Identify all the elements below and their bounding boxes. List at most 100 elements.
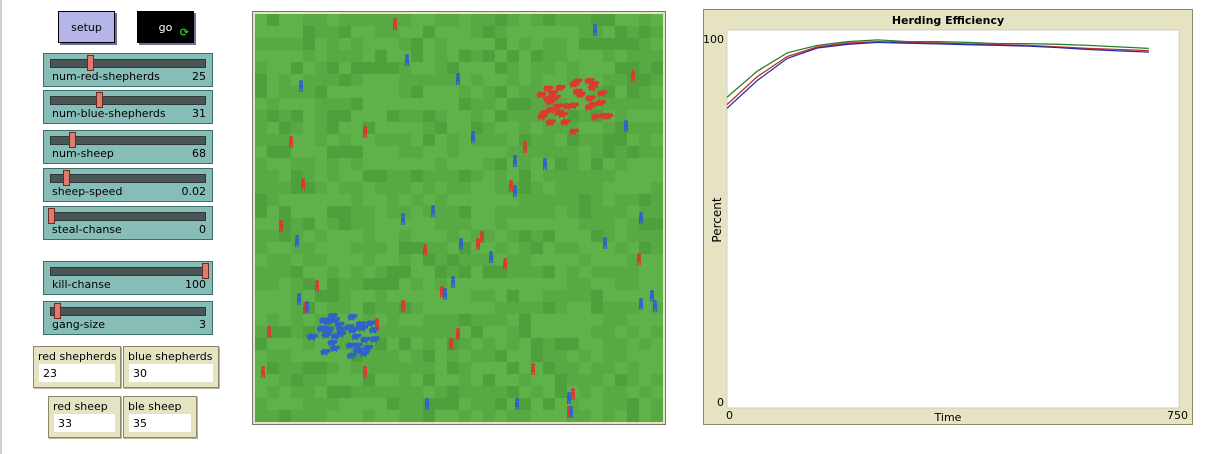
sheep-agent [584, 77, 595, 85]
slider-num-blue-shepherds[interactable]: num-blue-shepherds 31 [43, 90, 213, 124]
slider-knob[interactable] [54, 303, 62, 319]
slider-value: 0.02 [181, 185, 207, 198]
sheep-agent [320, 348, 331, 356]
sheep-agent [360, 336, 371, 344]
slider-label: gang-size [52, 318, 105, 331]
slider-value: 3 [199, 318, 206, 331]
slider-knob[interactable] [202, 263, 209, 279]
monitor-label: ble sheep [128, 400, 182, 413]
monitor-red-shepherds: red shepherds 23 [33, 346, 121, 388]
monitor-value: 35 [129, 414, 191, 432]
setup-button[interactable]: setup [58, 11, 115, 43]
sheep-agent [323, 326, 334, 334]
shepherd-agent [299, 80, 303, 92]
sheep-agent [334, 321, 345, 329]
sheep-agent [548, 89, 559, 97]
shepherd-agent [650, 290, 654, 302]
shepherd-agent [423, 244, 427, 256]
shepherd-agent [653, 300, 657, 312]
slider-label: num-red-shepherds [52, 70, 160, 83]
slider-label: num-sheep [52, 147, 114, 160]
slider-knob[interactable] [48, 208, 55, 224]
shepherd-agent [375, 318, 379, 330]
plot-series [726, 39, 1149, 109]
shepherd-agent [513, 185, 517, 197]
shepherd-agent [531, 363, 535, 375]
slider-gang-size[interactable]: gang-size 3 [43, 301, 213, 335]
slider-track[interactable] [48, 208, 206, 224]
slider-track[interactable] [50, 303, 206, 319]
go-button-label: go [158, 20, 173, 34]
sheep-agent [554, 109, 565, 117]
shepherd-agent [624, 120, 628, 132]
sheep-agent [597, 90, 608, 98]
shepherd-agent [393, 18, 397, 30]
slider-sheep-speed[interactable]: sheep-speed 0.02 [43, 168, 213, 202]
sheep-agent [572, 78, 583, 86]
go-button[interactable]: go ⟳ [137, 11, 194, 43]
shepherd-agent [567, 392, 571, 404]
slider-track[interactable] [50, 55, 206, 71]
slider-knob[interactable] [86, 55, 94, 71]
shepherd-agent [443, 288, 447, 300]
shepherd-agent [639, 298, 643, 310]
shepherd-agent [295, 235, 299, 247]
shepherd-agent [431, 205, 435, 217]
slider-label: kill-chanse [52, 278, 111, 291]
world-view[interactable] [252, 11, 666, 425]
slider-num-sheep[interactable]: num-sheep 68 [43, 130, 213, 164]
sheep-agent [536, 91, 547, 99]
shepherd-agent [297, 293, 301, 305]
sheep-agent [346, 352, 357, 360]
slider-value: 0 [199, 223, 206, 236]
sheep-agent [363, 344, 374, 352]
shepherd-agent [279, 220, 283, 232]
series-line-1 [726, 41, 1149, 106]
world-canvas[interactable] [255, 14, 663, 422]
shepherd-agent [405, 54, 409, 66]
y-max-label: 100 [704, 33, 724, 46]
shepherd-agent [523, 141, 527, 153]
monitor-value: 30 [129, 364, 213, 382]
shepherd-agent [261, 366, 265, 378]
slider-steal-chanse[interactable]: steal-chanse 0 [43, 206, 213, 240]
shepherd-agent [289, 136, 293, 148]
slider-knob[interactable] [68, 132, 76, 148]
sheep-agent [591, 113, 602, 121]
shepherd-agent [363, 366, 367, 378]
slider-track[interactable] [50, 263, 209, 279]
shepherd-agent [315, 280, 319, 292]
shepherd-agent [569, 406, 573, 418]
sheep-agent [543, 95, 554, 103]
sheep-agent [555, 84, 566, 92]
shepherd-agent [267, 326, 271, 338]
slider-num-red-shepherds[interactable]: num-red-shepherds 25 [43, 53, 213, 87]
shepherd-agent [471, 131, 475, 143]
shepherd-agent [480, 231, 484, 243]
sheep-agent [369, 336, 380, 344]
shepherd-agent [503, 258, 507, 270]
sheep-agent [327, 312, 338, 320]
x-min-label: 0 [726, 409, 733, 422]
plot-area [726, 29, 1180, 409]
slider-track[interactable] [50, 170, 206, 186]
monitor-red-sheep: red sheep 33 [48, 396, 121, 438]
slider-track[interactable] [50, 132, 206, 148]
monitor-label: red sheep [53, 400, 108, 413]
slider-value: 31 [192, 107, 206, 120]
slider-kill-chanse[interactable]: kill-chanse 100 [43, 261, 213, 295]
sheep-agent [568, 128, 579, 136]
slider-label: num-blue-shepherds [52, 107, 166, 120]
monitor-label: red shepherds [38, 350, 117, 363]
sheep-agent [600, 112, 611, 120]
monitor-value: 23 [39, 364, 115, 382]
shepherd-agent [459, 238, 463, 250]
sheep-agent [550, 94, 561, 102]
shepherd-agent [513, 155, 517, 167]
shepherd-agent [401, 300, 405, 312]
slider-knob[interactable] [95, 92, 103, 108]
plot-canvas: Herding Efficiency Time 0 750 100 0 Perc… [704, 14, 1188, 424]
sheep-agent [307, 333, 318, 341]
slider-track[interactable] [50, 92, 206, 108]
slider-knob[interactable] [63, 170, 71, 186]
